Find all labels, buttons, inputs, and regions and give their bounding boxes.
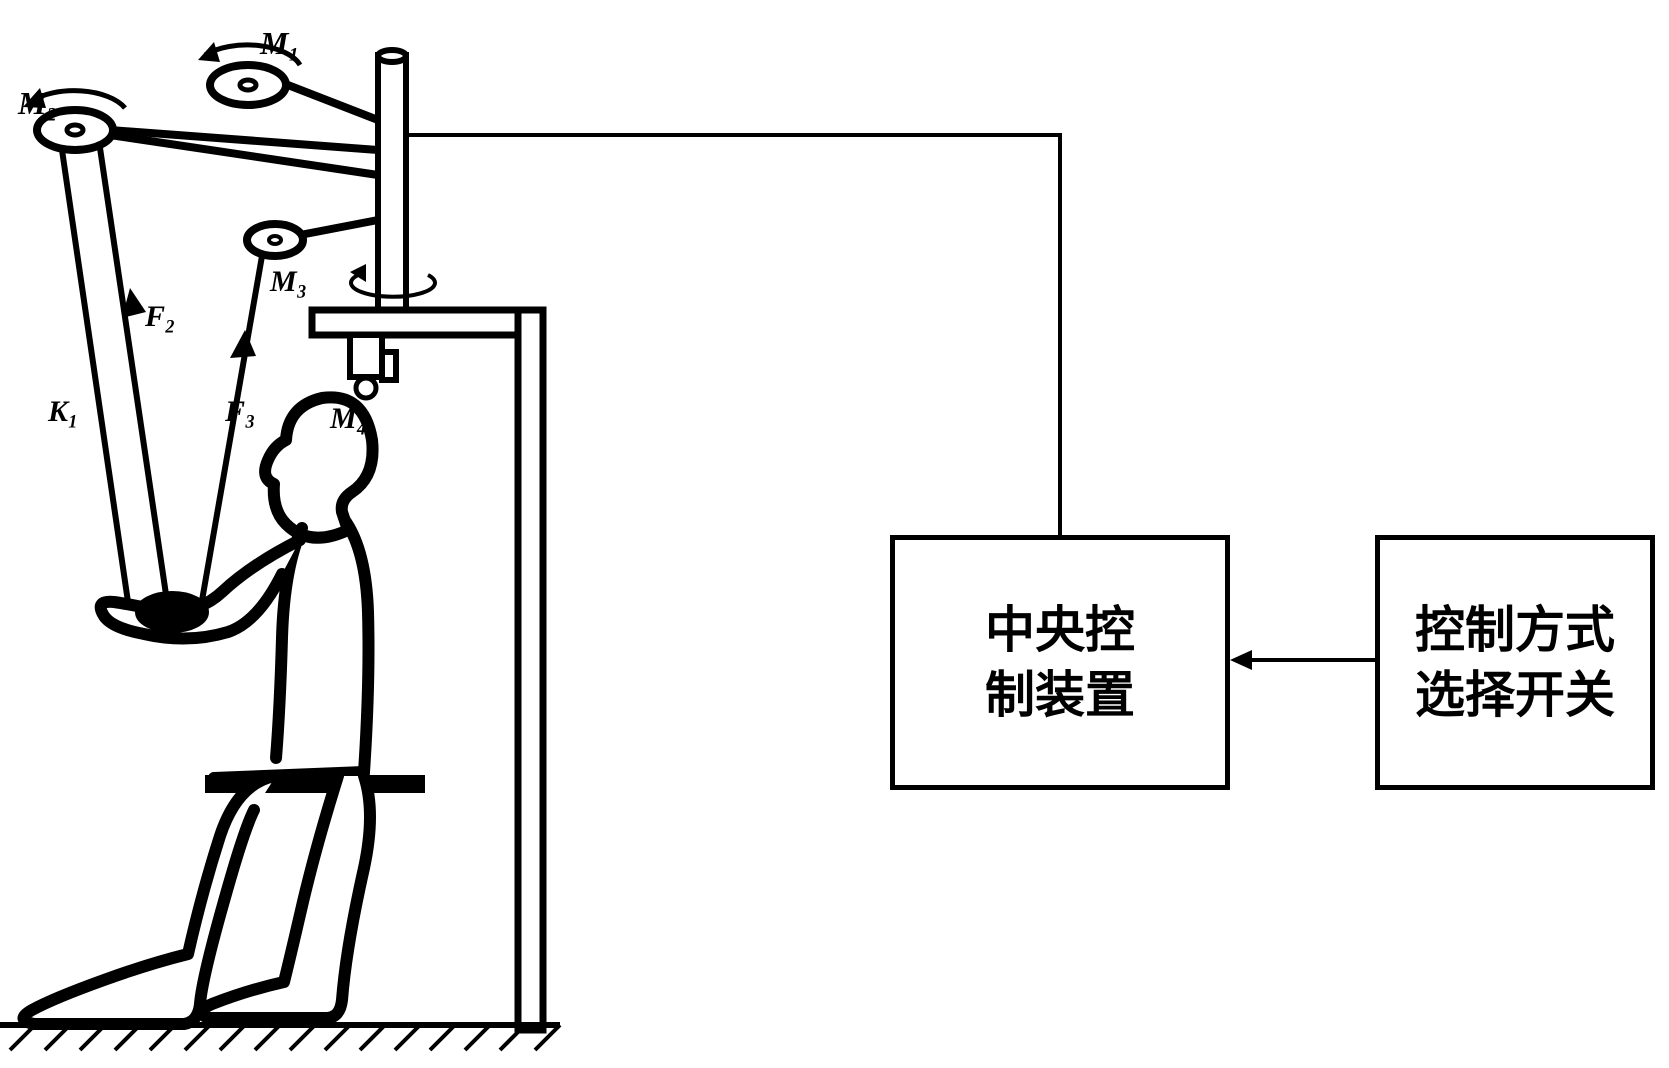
label-m4: M₄ <box>330 402 367 436</box>
label-m1: M₁ <box>260 25 300 62</box>
pulley-m3-hub <box>269 236 281 244</box>
label-f3: F₃ <box>225 395 255 429</box>
horizontal-bar <box>312 310 542 335</box>
label-k1: K₁ <box>48 395 78 429</box>
support-leg <box>518 310 543 1030</box>
person-outline <box>23 397 372 1024</box>
box-mode-switch-text: 控制方式 选择开关 <box>1415 598 1615 728</box>
pulley-m2-hub <box>67 125 83 135</box>
post-cap <box>378 50 406 62</box>
cable-f2 <box>100 148 168 608</box>
box-mode-switch: 控制方式 选择开关 <box>1375 535 1655 790</box>
mechanical-drawing <box>0 0 1669 1068</box>
arm-to-m3 <box>300 220 378 235</box>
m1-rotation-arrowhead <box>198 42 220 62</box>
camera-m4 <box>350 335 396 398</box>
vertical-post <box>378 55 406 310</box>
arm-to-m1 <box>275 80 378 120</box>
label-f2: F₂ <box>145 300 175 334</box>
box-central-controller-text: 中央控 制装置 <box>985 598 1135 728</box>
label-m2: M₂ <box>18 85 58 122</box>
diagram-canvas: M₁ M₂ M₃ M₄ F₂ F₃ K₁ 中央控 制装置 控制方式 选择开关 <box>0 0 1669 1068</box>
label-m3: M₃ <box>270 265 307 299</box>
pulley-m1-hub <box>240 80 256 90</box>
cable-f3 <box>200 256 262 612</box>
conn-switch-arrowhead <box>1230 650 1252 670</box>
cable-f3-arrow <box>230 330 256 358</box>
box-central-controller: 中央控 制装置 <box>890 535 1230 790</box>
cable-k1 <box>62 150 128 602</box>
